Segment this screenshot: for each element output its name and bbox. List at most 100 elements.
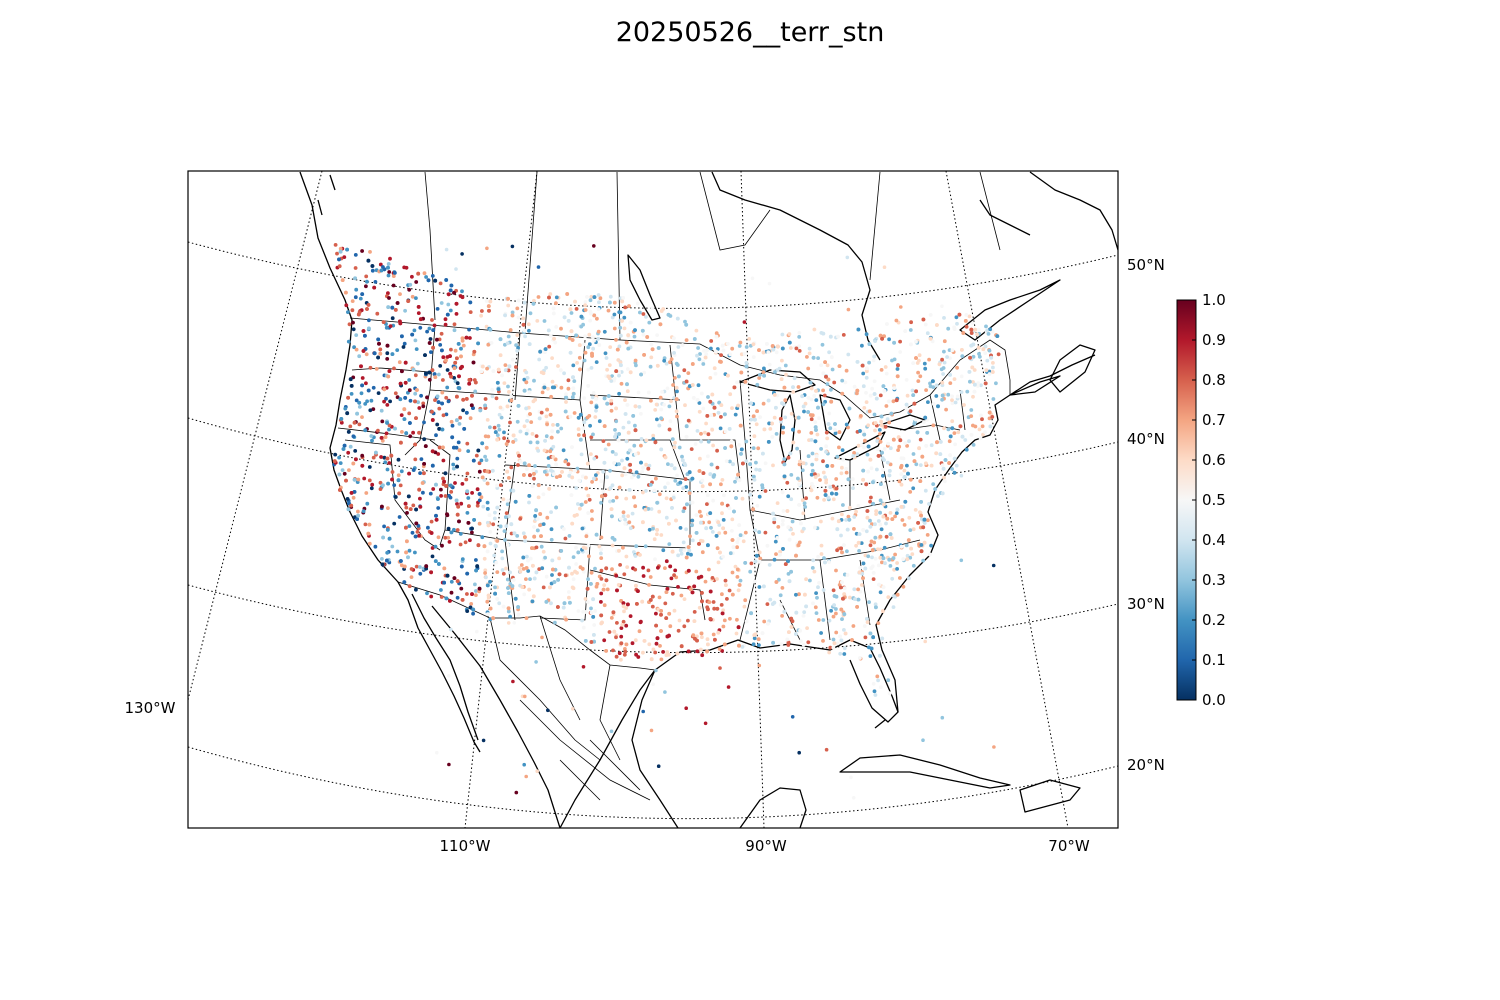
station-point xyxy=(914,356,918,360)
station-point xyxy=(921,525,926,530)
station-point xyxy=(762,427,767,432)
station-point xyxy=(367,541,372,546)
station-point xyxy=(337,257,341,262)
station-point xyxy=(649,728,654,733)
station-point xyxy=(809,431,814,435)
station-point xyxy=(873,421,878,425)
station-point xyxy=(694,328,699,333)
station-point xyxy=(920,454,925,459)
pacific-islands xyxy=(317,174,336,216)
station-point xyxy=(403,308,407,313)
station-point xyxy=(772,600,777,605)
station-point xyxy=(569,493,574,497)
station-point xyxy=(971,423,975,428)
station-point xyxy=(804,496,808,501)
station-point xyxy=(720,501,724,506)
station-point xyxy=(388,324,393,328)
station-point xyxy=(609,507,614,511)
station-point xyxy=(408,282,413,287)
station-point xyxy=(612,629,617,634)
station-point xyxy=(971,394,975,399)
station-point xyxy=(583,308,588,312)
station-point xyxy=(749,401,753,406)
station-point xyxy=(534,508,538,513)
station-point xyxy=(468,538,472,543)
station-point xyxy=(755,503,760,508)
station-point xyxy=(699,631,704,636)
station-point xyxy=(589,606,593,611)
station-point xyxy=(511,679,515,684)
station-point xyxy=(897,479,902,484)
station-point xyxy=(676,585,680,589)
station-point xyxy=(714,534,719,538)
station-point xyxy=(797,349,802,353)
great-lakes-ontario xyxy=(879,414,926,431)
station-point xyxy=(364,284,368,289)
station-point xyxy=(928,381,932,386)
cbar-label-0.4: 0.4 xyxy=(1202,531,1226,549)
station-point xyxy=(470,592,474,596)
station-point xyxy=(575,361,579,365)
station-point xyxy=(561,448,566,453)
station-point xyxy=(765,342,769,346)
station-point xyxy=(652,537,657,542)
station-point xyxy=(547,295,551,300)
station-point xyxy=(969,331,974,335)
station-point xyxy=(386,374,391,379)
station-point xyxy=(711,600,716,604)
station-point xyxy=(679,644,684,649)
station-point xyxy=(888,511,893,515)
station-point xyxy=(670,506,674,510)
station-point xyxy=(527,587,532,592)
station-point xyxy=(502,430,506,435)
station-point xyxy=(697,401,702,405)
station-point xyxy=(858,565,863,570)
station-point xyxy=(515,348,520,353)
station-point xyxy=(517,453,521,458)
station-point xyxy=(493,591,497,596)
station-point xyxy=(570,395,575,400)
station-point xyxy=(726,341,730,346)
station-point xyxy=(666,481,670,486)
station-point xyxy=(697,469,702,473)
station-point xyxy=(659,612,663,617)
station-point xyxy=(483,403,487,408)
station-point xyxy=(359,391,364,396)
station-point xyxy=(942,475,946,480)
station-point xyxy=(594,408,598,413)
station-point xyxy=(717,647,722,651)
station-point xyxy=(430,318,434,322)
station-point xyxy=(771,463,775,468)
station-point xyxy=(977,352,981,356)
station-point xyxy=(443,494,448,498)
station-point xyxy=(550,379,555,384)
station-point xyxy=(663,566,667,570)
station-point xyxy=(812,569,817,574)
station-point xyxy=(661,650,665,654)
station-point xyxy=(522,328,527,333)
station-point xyxy=(496,423,501,428)
station-point xyxy=(708,399,713,404)
station-point xyxy=(744,619,749,624)
station-point xyxy=(690,500,695,505)
station-point xyxy=(447,540,452,544)
station-point xyxy=(899,505,904,509)
station-point xyxy=(628,370,633,375)
station-point xyxy=(914,339,918,344)
station-point xyxy=(551,306,556,311)
station-point xyxy=(625,389,630,394)
station-point xyxy=(485,599,490,604)
station-point xyxy=(518,569,523,574)
station-point xyxy=(526,322,531,327)
station-point xyxy=(452,445,456,450)
station-point xyxy=(426,525,430,530)
meridian-130w xyxy=(188,171,323,701)
station-point xyxy=(935,440,939,445)
station-point xyxy=(388,256,392,261)
station-point xyxy=(663,690,667,694)
station-point xyxy=(515,306,520,311)
station-point xyxy=(348,377,353,382)
station-point xyxy=(659,309,664,313)
station-point xyxy=(956,430,961,435)
station-point xyxy=(567,473,572,478)
